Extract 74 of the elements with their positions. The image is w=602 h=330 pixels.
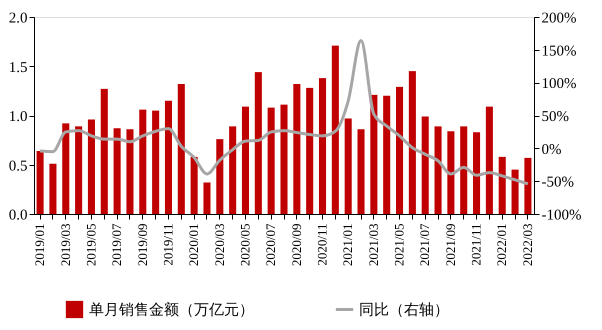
line-series xyxy=(38,39,530,186)
bar xyxy=(498,156,506,214)
y2-tick-label: -100% xyxy=(542,208,582,224)
bar xyxy=(36,150,44,214)
x-tick-label: 2021/01 xyxy=(340,224,356,266)
x-tick-label: 2021/11 xyxy=(468,224,484,266)
bar xyxy=(318,78,326,214)
bar xyxy=(229,126,236,214)
bar xyxy=(49,164,56,214)
bar xyxy=(357,129,365,214)
x-tick-label: 2020/09 xyxy=(288,224,304,266)
bar xyxy=(396,86,404,214)
legend-label: 同比（右轴） xyxy=(359,302,449,318)
x-tick-label: 2019/09 xyxy=(134,224,150,266)
bar xyxy=(306,88,314,214)
bar xyxy=(242,106,250,214)
bar xyxy=(216,139,224,214)
bar xyxy=(190,156,198,214)
x-tick-label: 2019/05 xyxy=(83,224,98,266)
x-tick-label: 2022/01 xyxy=(494,224,510,266)
x-tick-label: 2022/03 xyxy=(520,224,535,266)
bar xyxy=(447,131,454,214)
y-tick-label: 0.0 xyxy=(8,208,28,224)
y2-tick-label: -50% xyxy=(542,174,574,191)
y-tick-label: 1.5 xyxy=(8,60,28,76)
bar xyxy=(434,126,442,214)
y-tick-label: 1.0 xyxy=(8,109,28,125)
x-tick-label: 2019/01 xyxy=(32,224,48,266)
x-tick-label: 2020/07 xyxy=(263,223,278,266)
x-tick-label: 2020/01 xyxy=(186,224,202,266)
bar xyxy=(293,84,300,214)
x-tick-label: 2021/05 xyxy=(392,224,407,266)
bar xyxy=(280,104,288,214)
bar xyxy=(139,110,146,214)
bar xyxy=(408,71,416,214)
bar xyxy=(203,182,211,214)
bar xyxy=(370,94,378,214)
y2-tick-label: 200% xyxy=(542,10,576,26)
bar xyxy=(460,126,468,214)
bar xyxy=(383,96,390,214)
y2-tick-label: 50% xyxy=(542,109,569,125)
y2-tick-label: 100% xyxy=(542,76,576,92)
bar xyxy=(126,129,134,214)
x-tick-label: 2019/07 xyxy=(109,223,124,266)
bar xyxy=(422,116,429,214)
legend-label: 单月销售金额（万亿元） xyxy=(89,302,254,318)
bar xyxy=(344,118,352,214)
x-tick-label: 2021/03 xyxy=(366,224,381,266)
x-tick-label: 2019/11 xyxy=(160,224,176,266)
x-tick-label: 2020/11 xyxy=(314,224,330,266)
x-tick-label: 2020/05 xyxy=(237,224,252,266)
y-tick-label: 2.0 xyxy=(8,10,28,26)
y2-tick-label: 0% xyxy=(542,142,562,158)
bar xyxy=(268,108,275,214)
bar xyxy=(332,46,339,214)
bar xyxy=(100,88,108,214)
bar xyxy=(152,110,160,214)
bar xyxy=(62,123,70,214)
x-tick-label: 2021/09 xyxy=(442,224,458,266)
x-tick-label: 2019/03 xyxy=(58,224,73,266)
bar xyxy=(473,132,480,214)
bar xyxy=(114,128,121,214)
x-tick-label: 2020/03 xyxy=(212,224,227,266)
bar xyxy=(254,72,262,214)
bar xyxy=(512,170,519,214)
y-tick-label: 0.5 xyxy=(8,158,28,174)
x-tick-label: 2021/07 xyxy=(417,223,432,266)
bar xyxy=(88,119,95,214)
bar xyxy=(524,158,532,214)
bar xyxy=(486,106,493,214)
bar xyxy=(178,84,185,214)
bar xyxy=(75,126,82,214)
bar xyxy=(164,100,172,214)
y2-tick-label: 150% xyxy=(542,43,576,60)
